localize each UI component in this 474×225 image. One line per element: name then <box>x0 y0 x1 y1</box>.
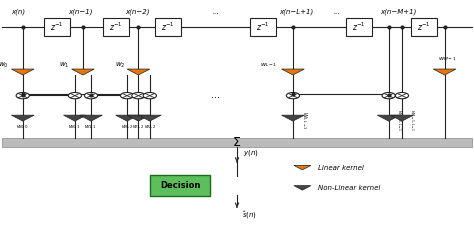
FancyBboxPatch shape <box>250 18 276 36</box>
Text: $w_{L-1}$: $w_{L-1}$ <box>260 61 277 69</box>
Polygon shape <box>377 115 400 121</box>
Text: $w_{1,2}$: $w_{1,2}$ <box>132 123 145 130</box>
FancyBboxPatch shape <box>103 18 129 36</box>
Text: $w_{M-1}$: $w_{M-1}$ <box>438 55 456 63</box>
Polygon shape <box>127 115 150 121</box>
Polygon shape <box>391 115 413 121</box>
Text: ...: ... <box>211 90 220 100</box>
Text: Decision: Decision <box>160 181 201 190</box>
Text: $\hat{s}(n)$: $\hat{s}(n)$ <box>242 210 257 221</box>
Text: x(n−L+1): x(n−L+1) <box>279 8 313 15</box>
FancyBboxPatch shape <box>346 18 373 36</box>
Circle shape <box>120 92 134 99</box>
Circle shape <box>84 92 98 99</box>
Circle shape <box>132 92 145 99</box>
Text: $W_{0,L-1}$: $W_{0,L-1}$ <box>300 111 308 130</box>
Text: $z^{-1}$: $z^{-1}$ <box>352 21 366 33</box>
Text: $w_0$: $w_0$ <box>0 61 9 70</box>
FancyBboxPatch shape <box>151 175 210 196</box>
FancyBboxPatch shape <box>2 138 472 147</box>
Text: x(n): x(n) <box>11 8 25 15</box>
Text: $z^{-1}$: $z^{-1}$ <box>50 21 64 33</box>
FancyBboxPatch shape <box>411 18 437 36</box>
Text: x(n−2): x(n−2) <box>125 8 150 15</box>
Polygon shape <box>80 115 102 121</box>
Polygon shape <box>433 69 456 75</box>
Text: $w_{2,2}$: $w_{2,2}$ <box>144 123 156 130</box>
Circle shape <box>395 92 409 99</box>
Polygon shape <box>127 69 150 75</box>
Polygon shape <box>282 115 304 121</box>
Text: $\Sigma$: $\Sigma$ <box>232 136 242 149</box>
FancyBboxPatch shape <box>155 18 181 36</box>
Circle shape <box>16 92 29 99</box>
Polygon shape <box>138 115 161 121</box>
Text: Non-Linear kernel: Non-Linear kernel <box>318 185 381 191</box>
Text: x(n−1): x(n−1) <box>68 8 93 15</box>
Text: $z^{-1}$: $z^{-1}$ <box>161 21 175 33</box>
Text: $y(n)$: $y(n)$ <box>243 148 258 158</box>
Text: $w_{0,1}$: $w_{0,1}$ <box>68 123 82 130</box>
Polygon shape <box>294 186 311 190</box>
Circle shape <box>286 92 300 99</box>
Polygon shape <box>294 165 311 170</box>
Text: $W_{L-2,L-1}$: $W_{L-2,L-1}$ <box>395 109 402 132</box>
Text: $w_{1,1}$: $w_{1,1}$ <box>84 123 98 130</box>
Polygon shape <box>11 115 34 121</box>
Text: $w_{0,0}$: $w_{0,0}$ <box>16 123 29 130</box>
Text: $w_1$: $w_1$ <box>59 61 70 70</box>
Circle shape <box>382 92 395 99</box>
Text: $z^{-1}$: $z^{-1}$ <box>256 21 270 33</box>
Polygon shape <box>72 69 94 75</box>
FancyBboxPatch shape <box>44 18 70 36</box>
Text: Linear kernel: Linear kernel <box>318 165 364 171</box>
Polygon shape <box>116 115 138 121</box>
Circle shape <box>143 92 156 99</box>
Polygon shape <box>11 69 34 75</box>
Text: $W_{L-1,L-1}$: $W_{L-1,L-1}$ <box>408 109 416 132</box>
Text: $z^{-1}$: $z^{-1}$ <box>109 21 123 33</box>
Text: $z^{-1}$: $z^{-1}$ <box>417 21 431 33</box>
Text: x(n−M+1): x(n−M+1) <box>380 8 416 15</box>
Text: ...: ... <box>333 9 340 15</box>
Polygon shape <box>282 69 304 75</box>
Text: $w_{0,2}$: $w_{0,2}$ <box>121 123 133 130</box>
Text: ...: ... <box>212 9 219 15</box>
Circle shape <box>68 92 82 99</box>
Polygon shape <box>64 115 86 121</box>
Text: $w_2$: $w_2$ <box>115 61 125 70</box>
